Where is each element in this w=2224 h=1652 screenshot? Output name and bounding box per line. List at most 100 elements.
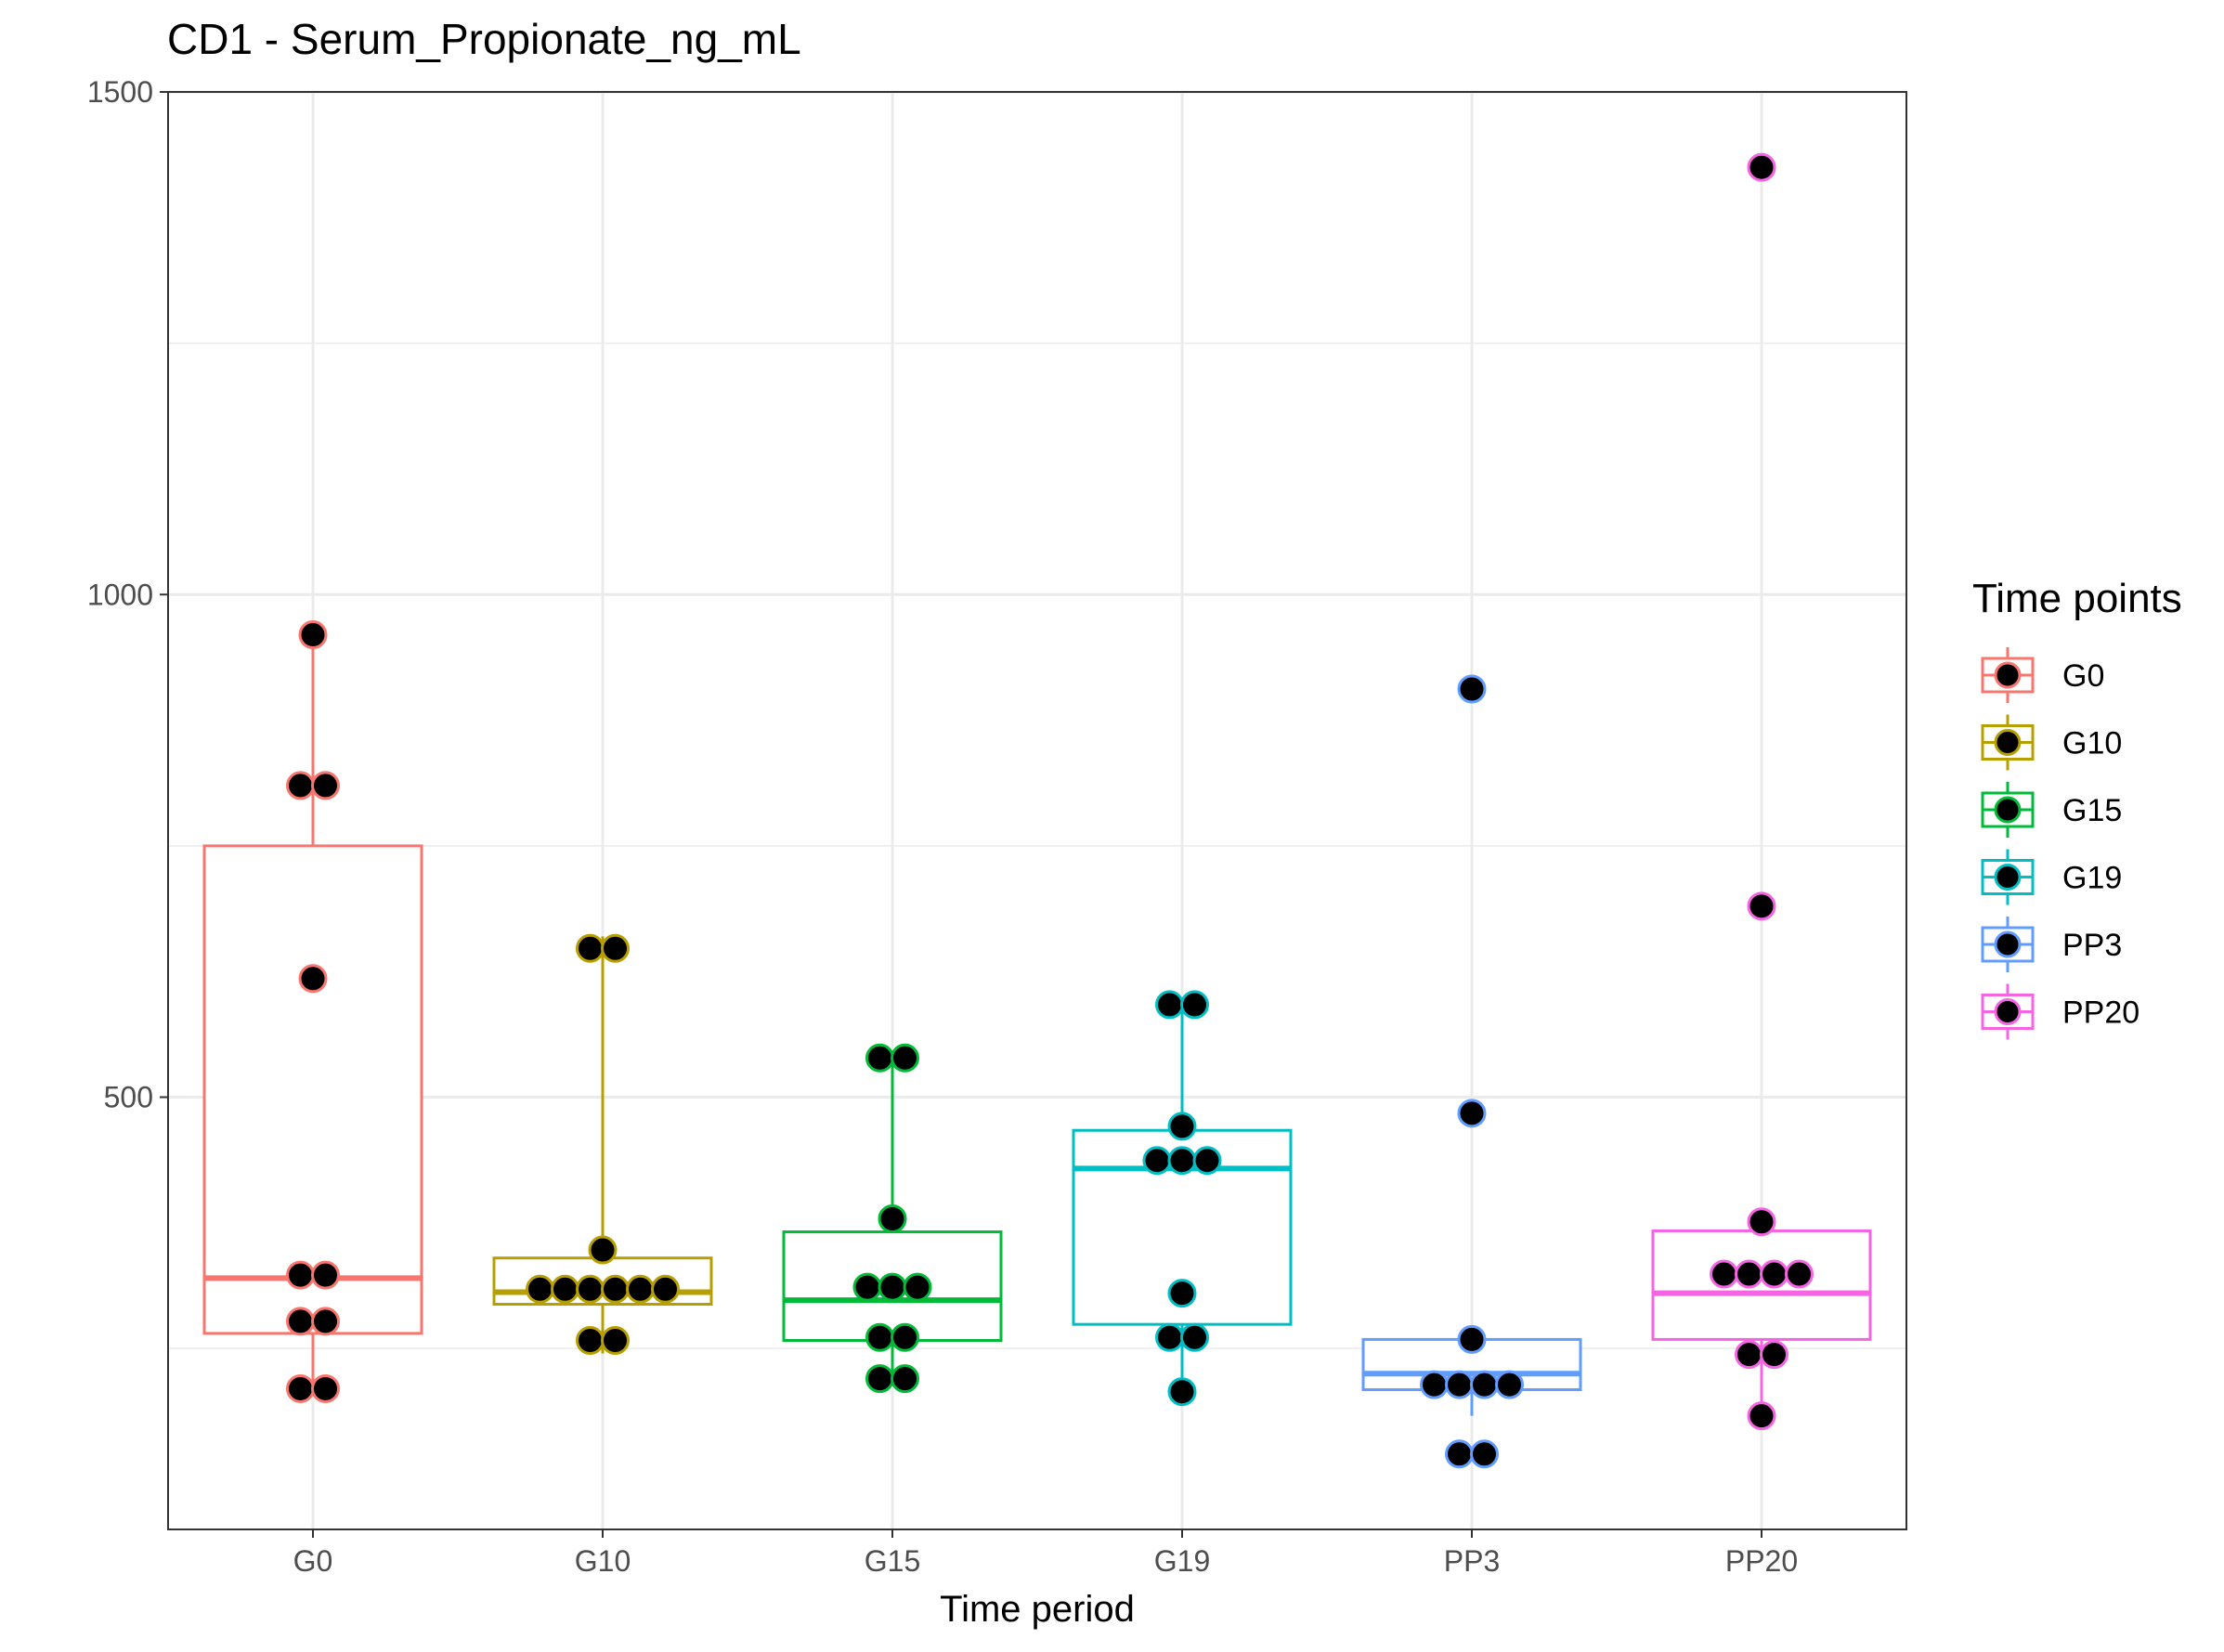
x-tick-label: PP20	[1725, 1544, 1798, 1578]
panel-border	[167, 91, 1907, 1530]
y-tick-label: 500	[104, 1081, 153, 1114]
data-point	[551, 1274, 579, 1304]
data-point	[1735, 1340, 1763, 1370]
legend-label: G0	[2062, 658, 2104, 694]
y-tick-label: 1500	[87, 75, 153, 109]
data-point	[865, 1043, 894, 1073]
legend: Time points G0 G10 G15 G19 PP3 PP20	[1972, 576, 2182, 1040]
data-point	[286, 1260, 315, 1290]
legend-item-g19: G19	[1981, 849, 2122, 905]
data-point	[891, 1043, 919, 1073]
legend-label: G10	[2062, 726, 2122, 761]
data-point	[311, 1307, 340, 1336]
legend-item-pp3: PP3	[1981, 917, 2122, 972]
data-point	[1167, 1112, 1197, 1141]
legend-key-point	[1994, 729, 2022, 756]
box-iqr	[492, 1256, 713, 1307]
x-tick-label: PP3	[1444, 1544, 1500, 1578]
data-point	[1710, 1259, 1738, 1289]
data-point	[1167, 1377, 1197, 1407]
x-tick-label: G15	[865, 1544, 920, 1578]
legend-label: G19	[2062, 861, 2122, 896]
legend-key-point	[1994, 796, 2022, 824]
data-point	[526, 1274, 554, 1304]
data-point	[601, 933, 630, 963]
legend-item-pp20: PP20	[1981, 983, 2139, 1040]
data-point	[1747, 1207, 1776, 1237]
legend-key-point	[1994, 998, 2022, 1025]
box-iqr	[202, 844, 423, 1335]
data-point	[588, 1235, 618, 1265]
chart-title: CD1 - Serum_Propionate_ng_mL	[167, 15, 801, 63]
box-group-g0	[202, 634, 423, 1389]
legend-item-g10: G10	[1981, 714, 2122, 771]
data-point	[1155, 990, 1184, 1020]
data-point	[576, 933, 605, 963]
data-point	[576, 1325, 605, 1355]
data-point	[298, 964, 328, 994]
point-layer	[286, 152, 1814, 1469]
data-point	[1192, 1146, 1222, 1176]
data-point	[891, 1322, 919, 1352]
axis-layer: 500 1000 1500 G0 G10 G15 G19 PP3 PP20	[87, 75, 1798, 1578]
data-point	[1457, 1099, 1487, 1128]
data-point	[1470, 1439, 1499, 1469]
data-point	[903, 1272, 932, 1302]
legend-key-point	[1994, 864, 2022, 891]
data-point	[1747, 891, 1776, 921]
data-point	[1167, 1146, 1197, 1176]
box-layer	[202, 634, 1872, 1416]
legend-item-g15: G15	[1981, 782, 2122, 838]
data-point	[1180, 990, 1209, 1020]
data-point	[576, 1274, 605, 1304]
data-point	[1785, 1259, 1814, 1289]
data-point	[1457, 674, 1487, 704]
data-point	[1155, 1322, 1184, 1352]
data-point	[311, 1260, 340, 1290]
data-point	[1457, 1324, 1487, 1354]
data-point	[1142, 1146, 1172, 1176]
data-point	[1445, 1439, 1474, 1469]
data-point	[1747, 1401, 1776, 1431]
data-point	[1167, 1279, 1197, 1308]
legend-item-g0: G0	[1981, 647, 2104, 703]
data-point	[286, 1373, 315, 1403]
data-point	[311, 1373, 340, 1403]
data-point	[1760, 1259, 1788, 1289]
data-point	[878, 1204, 907, 1234]
box-iqr	[1651, 1229, 1872, 1341]
legend-key-point	[1994, 661, 2022, 689]
data-point	[601, 1274, 630, 1304]
data-point	[878, 1272, 907, 1302]
data-point	[865, 1322, 894, 1352]
grid-layer	[168, 90, 1906, 1529]
x-tick-label: G0	[293, 1544, 333, 1578]
data-point	[626, 1274, 655, 1304]
y-tick-label: 1000	[87, 578, 153, 611]
data-point	[601, 1325, 630, 1355]
data-point	[1445, 1370, 1474, 1399]
data-point	[852, 1272, 882, 1302]
legend-title: Time points	[1972, 576, 2182, 621]
x-axis-title: Time period	[940, 1589, 1135, 1630]
data-point	[1180, 1322, 1209, 1352]
x-tick-label: G19	[1154, 1544, 1210, 1578]
data-point	[1470, 1370, 1499, 1399]
data-point	[286, 771, 315, 800]
legend-label: G15	[2062, 793, 2122, 828]
box-group-pp20	[1651, 1223, 1872, 1416]
data-point	[1495, 1370, 1524, 1399]
data-point	[1747, 152, 1776, 182]
data-point	[311, 771, 340, 800]
data-point	[286, 1307, 315, 1336]
legend-label: PP20	[2062, 995, 2139, 1031]
data-point	[1420, 1370, 1449, 1399]
data-point	[891, 1364, 919, 1394]
data-point	[651, 1274, 680, 1304]
data-point	[1735, 1259, 1763, 1289]
x-tick-label: G10	[575, 1544, 631, 1578]
legend-label: PP3	[2062, 928, 2122, 963]
data-point	[298, 620, 328, 650]
